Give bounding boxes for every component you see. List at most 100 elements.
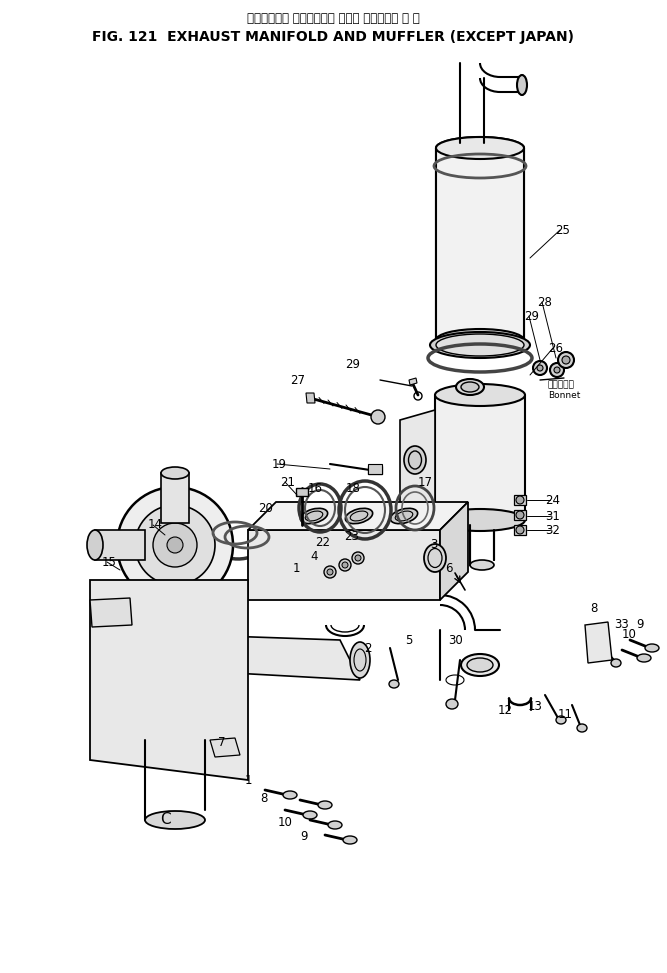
Ellipse shape [343,836,357,844]
Text: 26: 26 [548,342,563,354]
Circle shape [339,559,351,571]
Text: C: C [159,812,170,827]
Circle shape [550,363,564,377]
Ellipse shape [446,699,458,709]
Circle shape [516,526,524,534]
Text: 2: 2 [364,641,372,655]
Circle shape [135,505,215,585]
Polygon shape [195,635,360,680]
Ellipse shape [435,509,525,531]
Bar [368,466,382,474]
Circle shape [537,365,543,371]
Circle shape [558,352,574,368]
Circle shape [371,410,385,424]
Circle shape [324,566,336,578]
Circle shape [327,569,333,575]
Circle shape [516,511,524,519]
Ellipse shape [470,560,494,570]
Text: 10: 10 [622,629,637,641]
Text: 14: 14 [148,519,163,531]
Circle shape [562,356,570,364]
Text: 8: 8 [590,601,598,615]
Text: 9: 9 [636,618,644,631]
Bar [435,395,525,520]
Text: 29: 29 [524,309,539,322]
Circle shape [516,496,524,504]
Ellipse shape [435,384,525,406]
Text: 3: 3 [430,537,438,551]
Text: 11: 11 [558,707,573,720]
Ellipse shape [611,659,621,667]
Circle shape [533,361,547,375]
Text: 5: 5 [405,633,412,646]
Polygon shape [150,603,205,623]
Ellipse shape [637,654,651,662]
Ellipse shape [456,379,484,395]
Text: 10: 10 [278,816,293,830]
Text: 9: 9 [301,830,308,843]
Ellipse shape [328,821,342,829]
Text: 18: 18 [346,482,361,494]
Text: エキゾースト マニホールド および マフラ　海 外 向: エキゾースト マニホールド および マフラ 海 外 向 [247,12,420,25]
Ellipse shape [424,544,446,572]
Polygon shape [210,738,240,757]
Text: 33: 33 [614,618,629,631]
Ellipse shape [318,801,332,809]
Ellipse shape [577,724,587,732]
Text: Bonnet: Bonnet [548,391,580,401]
Text: 19: 19 [272,457,287,471]
Polygon shape [248,502,468,530]
Ellipse shape [389,680,399,688]
Text: 29: 29 [345,357,360,371]
Bar [296,488,308,496]
Polygon shape [409,378,417,385]
Bar [514,510,526,520]
Text: 13: 13 [528,700,543,712]
Polygon shape [585,622,612,663]
Text: 31: 31 [545,510,560,523]
Bar [161,473,189,523]
Text: 16: 16 [308,482,323,494]
Circle shape [355,555,361,561]
Ellipse shape [467,658,493,672]
Ellipse shape [436,137,524,159]
Circle shape [342,562,348,568]
Text: 8: 8 [261,791,268,805]
Text: 1: 1 [245,774,252,786]
Polygon shape [440,502,468,600]
Ellipse shape [283,791,297,799]
Circle shape [117,487,233,603]
Ellipse shape [161,467,189,479]
Ellipse shape [436,334,524,356]
Ellipse shape [350,642,370,678]
Ellipse shape [461,654,499,676]
Text: 7: 7 [218,736,225,748]
Ellipse shape [346,508,373,523]
Ellipse shape [87,530,103,560]
Ellipse shape [303,811,317,819]
Text: 17: 17 [418,476,433,488]
Text: 4: 4 [310,550,317,562]
Text: 24: 24 [545,493,560,507]
Ellipse shape [436,137,524,159]
Ellipse shape [145,811,205,829]
Text: 15: 15 [102,556,117,568]
Polygon shape [400,410,435,510]
Text: FIG. 121  EXHAUST MANIFOLD AND MUFFLER (EXCEPT JAPAN): FIG. 121 EXHAUST MANIFOLD AND MUFFLER (E… [92,30,574,44]
Text: 28: 28 [537,296,552,308]
Ellipse shape [430,332,530,358]
Ellipse shape [404,446,426,474]
Text: ボンネット: ボンネット [548,380,575,389]
Polygon shape [90,598,132,627]
Circle shape [153,523,197,567]
Text: 27: 27 [290,374,305,386]
Bar [514,525,526,535]
Text: 23: 23 [344,529,359,543]
Text: 25: 25 [555,224,570,236]
Text: 22: 22 [315,535,330,549]
Text: 1: 1 [293,562,300,575]
Text: 6: 6 [445,561,452,574]
Ellipse shape [436,329,524,351]
Ellipse shape [645,644,659,652]
Circle shape [167,537,183,553]
